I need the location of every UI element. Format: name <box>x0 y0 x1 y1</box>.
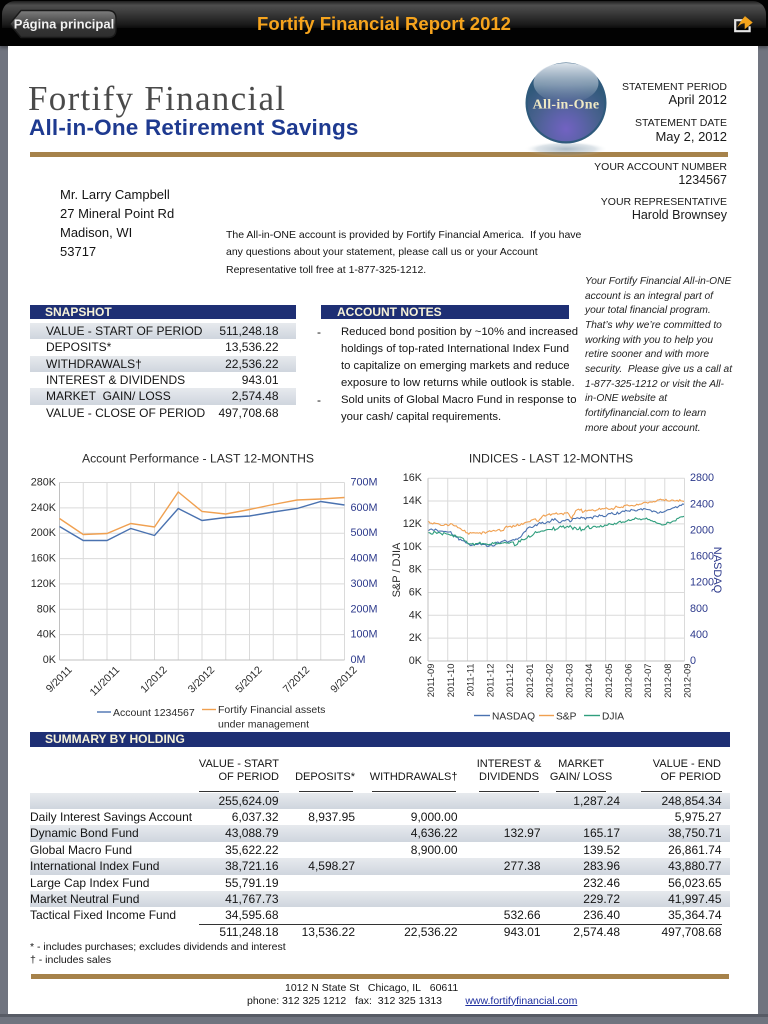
svg-text:2012-08: 2012-08 <box>662 664 673 698</box>
svg-text:9/2011: 9/2011 <box>44 664 75 695</box>
svg-text:Fortify Financial assets: Fortify Financial assets <box>218 704 325 716</box>
svg-text:300M: 300M <box>351 578 378 590</box>
svg-text:1600: 1600 <box>690 551 714 563</box>
svg-text:1200: 1200 <box>690 577 714 589</box>
svg-text:80K: 80K <box>37 603 57 615</box>
svg-text:200M: 200M <box>351 603 378 615</box>
svg-text:9/2012: 9/2012 <box>328 664 359 695</box>
svg-text:160K: 160K <box>31 553 57 565</box>
svg-text:2012-09: 2012-09 <box>682 664 693 698</box>
svg-text:5/2012: 5/2012 <box>233 664 264 695</box>
svg-text:2011-11: 2011-11 <box>465 664 476 697</box>
svg-text:700M: 700M <box>351 477 378 489</box>
svg-text:8K: 8K <box>409 564 423 576</box>
svg-text:600M: 600M <box>351 502 378 514</box>
svg-text:2011-12: 2011-12 <box>484 664 495 698</box>
svg-text:2012-01: 2012-01 <box>524 664 535 698</box>
svg-text:280K: 280K <box>31 477 57 489</box>
svg-text:NASDAQ: NASDAQ <box>711 547 723 594</box>
svg-text:Account Performance - LAST 12-: Account Performance - LAST 12-MONTHS <box>82 452 314 466</box>
svg-text:2012-02: 2012-02 <box>544 664 555 698</box>
svg-text:2400: 2400 <box>690 498 714 510</box>
svg-text:16K: 16K <box>403 472 423 484</box>
svg-text:S&P / DJIA: S&P / DJIA <box>391 542 403 597</box>
svg-text:120K: 120K <box>31 578 57 590</box>
svg-text:12K: 12K <box>403 518 423 530</box>
svg-text:INDICES - LAST 12-MONTHS: INDICES - LAST 12-MONTHS <box>469 452 633 466</box>
svg-text:3/2012: 3/2012 <box>186 664 217 695</box>
svg-text:0K: 0K <box>409 655 423 667</box>
svg-text:500M: 500M <box>351 527 378 539</box>
svg-text:2012-03: 2012-03 <box>563 664 574 698</box>
svg-text:40K: 40K <box>37 629 57 641</box>
svg-text:240K: 240K <box>31 502 57 514</box>
svg-text:6K: 6K <box>409 586 423 598</box>
svg-text:2800: 2800 <box>690 472 714 484</box>
svg-text:Página principal: Página principal <box>14 17 114 32</box>
svg-text:0M: 0M <box>351 654 366 666</box>
svg-text:2011-09: 2011-09 <box>425 664 436 698</box>
svg-text:14K: 14K <box>403 495 423 507</box>
svg-text:7/2012: 7/2012 <box>281 664 312 695</box>
svg-text:DJIA: DJIA <box>602 712 624 723</box>
svg-text:11/2011: 11/2011 <box>88 664 123 699</box>
svg-text:2012-07: 2012-07 <box>642 664 653 698</box>
svg-text:NASDAQ: NASDAQ <box>492 712 535 723</box>
svg-text:2011-12: 2011-12 <box>504 664 515 698</box>
svg-text:All-in-One: All-in-One <box>533 98 600 113</box>
svg-text:2000: 2000 <box>690 524 714 536</box>
svg-text:1/2012: 1/2012 <box>138 664 169 695</box>
svg-text:2012-06: 2012-06 <box>623 664 634 698</box>
svg-text:100M: 100M <box>351 629 378 641</box>
svg-text:2K: 2K <box>409 632 423 644</box>
svg-text:4K: 4K <box>409 609 423 621</box>
svg-text:10K: 10K <box>403 541 423 553</box>
svg-text:200K: 200K <box>31 527 57 539</box>
svg-text:0K: 0K <box>43 654 57 666</box>
svg-text:S&P: S&P <box>556 712 577 723</box>
svg-text:Account 1234567: Account 1234567 <box>113 707 195 719</box>
svg-text:800: 800 <box>690 603 708 615</box>
svg-text:2012-05: 2012-05 <box>603 664 614 698</box>
svg-text:400: 400 <box>690 629 708 641</box>
svg-text:400M: 400M <box>351 553 378 565</box>
svg-text:0: 0 <box>690 655 696 667</box>
svg-text:2012-04: 2012-04 <box>583 664 594 698</box>
svg-text:under management: under management <box>218 719 309 731</box>
svg-text:2011-10: 2011-10 <box>445 664 456 698</box>
